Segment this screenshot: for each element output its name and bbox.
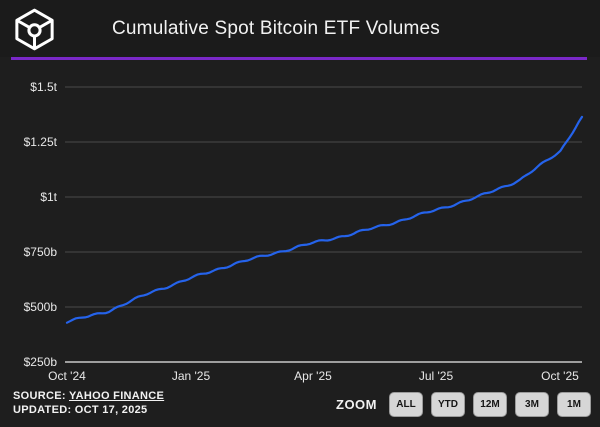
- zoom-button-1m[interactable]: 1M: [557, 392, 591, 417]
- zoom-button-3m[interactable]: 3M: [515, 392, 549, 417]
- y-tick-label: $500b: [24, 300, 58, 314]
- zoom-label: ZOOM: [336, 397, 377, 412]
- updated-line: UPDATED: OCT 17, 2025: [13, 403, 164, 417]
- page-title: Cumulative Spot Bitcoin ETF Volumes: [111, 18, 441, 39]
- header: Cumulative Spot Bitcoin ETF Volumes: [0, 0, 600, 57]
- y-tick-label: $750b: [24, 245, 58, 259]
- updated-label: UPDATED:: [13, 404, 72, 416]
- x-tick-label: Jan '25: [172, 369, 211, 383]
- y-tick-label: $1t: [40, 190, 57, 204]
- source-line: SOURCE: YAHOO FINANCE: [13, 389, 164, 403]
- zoom-button-all[interactable]: ALL: [389, 392, 423, 417]
- zoom-controls: ZOOM ALL YTD 12M 3M 1M: [336, 392, 591, 417]
- y-axis-labels: $1.5t $1.25t $1t $750b $500b $250b: [24, 80, 58, 369]
- x-tick-label: Oct '24: [48, 369, 86, 383]
- y-tick-label: $1.5t: [30, 80, 57, 94]
- header-divider: [11, 57, 587, 60]
- x-axis-labels: Oct '24 Jan '25 Apr '25 Jul '25 Oct '25: [48, 369, 579, 383]
- gridlines: [65, 86, 582, 363]
- y-tick-label: $1.25t: [24, 135, 58, 149]
- x-tick-label: Apr '25: [294, 369, 332, 383]
- x-tick-label: Jul '25: [419, 369, 454, 383]
- volume-chart-plot-area[interactable]: $1.5t $1.25t $1t $750b $500b $250b Oct '…: [0, 60, 600, 390]
- source-attribution: SOURCE: YAHOO FINANCE UPDATED: OCT 17, 2…: [13, 389, 164, 417]
- source-label: SOURCE:: [13, 390, 66, 402]
- updated-value: OCT 17, 2025: [74, 404, 148, 416]
- cumulative-volume-line-series: [65, 115, 584, 324]
- zoom-button-ytd[interactable]: YTD: [431, 392, 465, 417]
- y-tick-label: $250b: [24, 355, 58, 369]
- source-link[interactable]: YAHOO FINANCE: [69, 390, 165, 402]
- the-block-logo-icon: [15, 8, 54, 51]
- x-tick-label: Oct '25: [541, 369, 579, 383]
- zoom-button-12m[interactable]: 12M: [473, 392, 507, 417]
